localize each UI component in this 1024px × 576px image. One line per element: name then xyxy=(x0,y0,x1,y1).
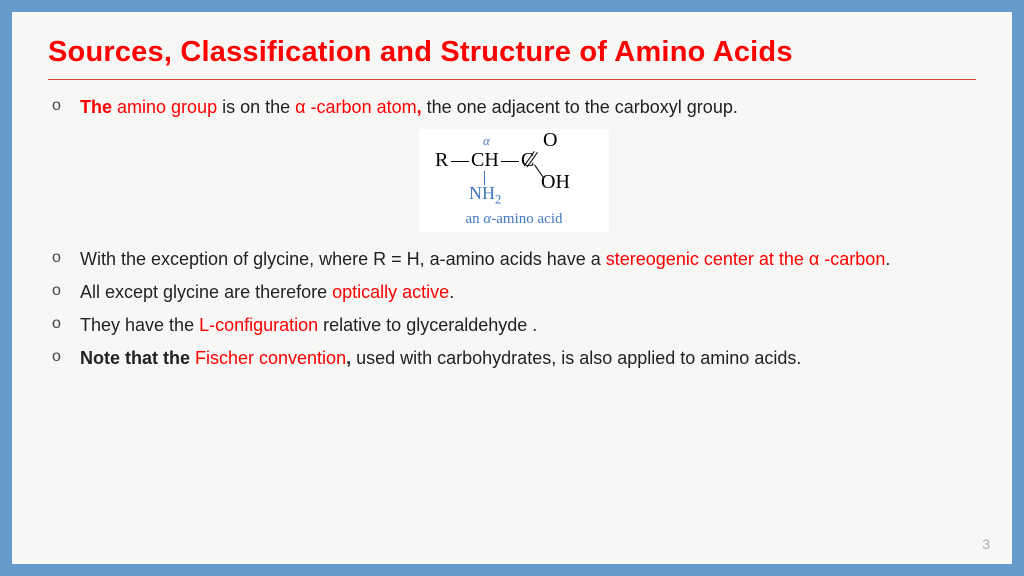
bond xyxy=(501,161,519,162)
diagram-caption: an α-amino acid xyxy=(429,211,599,228)
atom-ch: CH xyxy=(471,149,499,172)
structure-diagram: α R CH C O OH NH2 an α-amino acid xyxy=(419,129,609,232)
text-run: optically active xyxy=(332,282,449,302)
bond xyxy=(451,161,469,162)
text-run: The xyxy=(80,97,117,117)
text-run: is on the xyxy=(217,97,295,117)
diagram-wrap: α R CH C O OH NH2 an α-amino acid xyxy=(52,129,976,232)
text-run: α -carbon atom xyxy=(295,97,416,117)
atom-o: O xyxy=(543,129,557,152)
slide-frame: Sources, Classification and Structure of… xyxy=(0,0,1024,576)
slide-title: Sources, Classification and Structure of… xyxy=(48,36,976,80)
text-run: . xyxy=(449,282,454,302)
text-run: Fischer convention xyxy=(195,348,346,368)
text-run: Note that the xyxy=(80,348,195,368)
text-run: relative to glyceraldehyde . xyxy=(318,315,537,335)
bullet-list: The amino group is on the α -carbon atom… xyxy=(48,94,976,372)
text-run: . xyxy=(885,249,890,269)
bullet-item: All except glycine are therefore optical… xyxy=(52,279,976,306)
text-run: L-configuration xyxy=(199,315,318,335)
atom-r: R xyxy=(435,149,448,172)
bullet-item: Note that the Fischer convention, used w… xyxy=(52,345,976,372)
text-run: used with carbohydrates, is also applied… xyxy=(351,348,801,368)
atom-oh: OH xyxy=(541,171,570,194)
text-run: the one adjacent to the carboxyl group. xyxy=(422,97,738,117)
text-run: All except glycine are therefore xyxy=(80,282,332,302)
atom-nh2: NH2 xyxy=(469,183,501,208)
bullet-item: They have the L-configuration relative t… xyxy=(52,312,976,339)
page-number: 3 xyxy=(982,536,990,552)
bullet-item: With the exception of glycine, where R =… xyxy=(52,246,976,273)
text-run: amino group xyxy=(117,97,217,117)
structure-canvas: α R CH C O OH NH2 xyxy=(429,135,599,209)
bullet-item: The amino group is on the α -carbon atom… xyxy=(52,94,976,121)
text-run: stereogenic center at the α -carbon xyxy=(606,249,886,269)
text-run: They have the xyxy=(80,315,199,335)
text-run: With the exception of glycine, where R =… xyxy=(80,249,606,269)
alpha-label: α xyxy=(483,133,490,149)
